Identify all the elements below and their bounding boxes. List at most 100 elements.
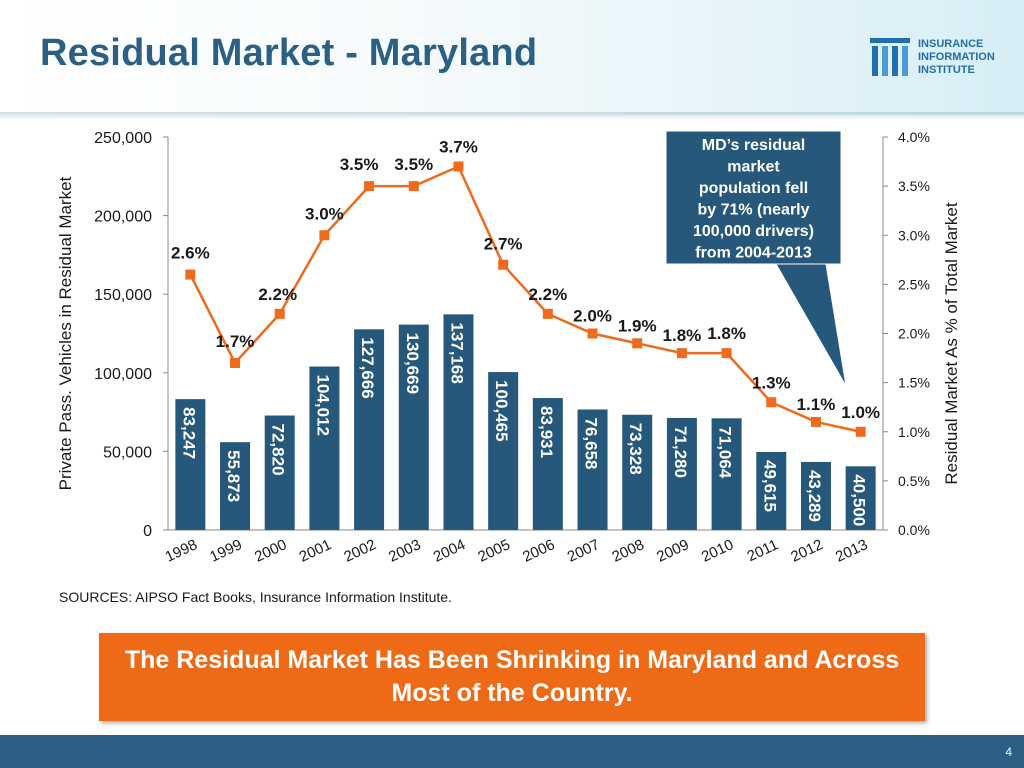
- share-data-label: 1.8%: [707, 324, 746, 343]
- share-marker: [676, 348, 687, 359]
- bar-2011: [756, 452, 787, 530]
- bar-value-label: 104,012: [313, 374, 332, 435]
- right-tick-label: 2.0%: [898, 326, 930, 342]
- bar-2012: [800, 461, 831, 530]
- share-marker: [810, 416, 821, 427]
- bar-1998: [175, 399, 206, 530]
- bar-value-label: 130,669: [403, 333, 422, 394]
- right-tick-label: 1.0%: [898, 424, 930, 440]
- left-tick-label: 200,000: [94, 209, 152, 226]
- right-axis-title: Residual Market As % of Total Market: [942, 202, 961, 484]
- share-data-label: 1.8%: [663, 326, 702, 345]
- share-marker: [319, 230, 330, 241]
- bar-value-label: 55,873: [224, 450, 243, 502]
- share-marker: [274, 308, 285, 319]
- bar-value-label: 83,247: [179, 407, 198, 459]
- bar-value-label: 76,658: [582, 417, 601, 469]
- share-data-label: 3.5%: [394, 155, 433, 174]
- share-marker: [230, 357, 241, 368]
- bar-value-label: 40,500: [850, 474, 869, 526]
- bar-value-label: 72,820: [269, 424, 288, 476]
- bar-2000: [264, 415, 295, 530]
- share-data-label: 1.0%: [841, 403, 880, 422]
- iii-logo-icon: [870, 38, 910, 76]
- right-tick-label: 1.5%: [898, 375, 930, 391]
- banner-text: The Residual Market Has Been Shrinking i…: [124, 646, 900, 707]
- share-data-label: 1.9%: [618, 316, 657, 335]
- share-data-label: 3.0%: [305, 204, 344, 223]
- sources-note: SOURCES: AIPSO Fact Books, Insurance Inf…: [59, 589, 452, 605]
- share-marker: [185, 269, 196, 280]
- logo-text: INSURANCE INFORMATION INSTITUTE: [918, 38, 995, 77]
- bar-2004: [443, 314, 474, 530]
- callout-box: [665, 130, 842, 265]
- left-tick-label: 250,000: [94, 130, 152, 147]
- bar-value-label: 43,289: [805, 470, 824, 522]
- logo-line: INFORMATION: [918, 51, 995, 63]
- x-tick-label: 2013: [833, 536, 870, 566]
- bar-2007: [577, 409, 608, 530]
- share-marker: [542, 308, 553, 319]
- share-data-label: 3.7%: [439, 137, 478, 156]
- share-marker: [408, 181, 419, 192]
- share-marker: [721, 348, 732, 359]
- share-data-label: 2.2%: [258, 285, 297, 304]
- share-marker: [453, 161, 464, 172]
- share-data-label: 1.7%: [216, 332, 255, 351]
- share-marker: [632, 338, 643, 349]
- x-tick-label: 2012: [788, 536, 825, 566]
- bar-value-label: 83,931: [537, 406, 556, 458]
- bar-value-label: 137,168: [447, 322, 466, 383]
- x-tick-label: 2007: [565, 536, 602, 566]
- footer-bar: 4: [0, 735, 1024, 768]
- share-marker: [364, 181, 375, 192]
- bar-value-label: 71,064: [716, 426, 735, 479]
- bar-2006: [532, 398, 563, 530]
- share-data-label: 2.6%: [171, 244, 210, 263]
- right-tick-label: 0.0%: [898, 522, 930, 538]
- share-data-label: 2.0%: [573, 307, 612, 326]
- share-data-label: 1.3%: [752, 373, 791, 392]
- bar-1999: [220, 442, 251, 530]
- callout-text-line: by 71% (nearly: [697, 202, 809, 219]
- header-divider: [0, 112, 1024, 120]
- x-tick-label: 2001: [297, 536, 334, 566]
- left-axis-title: Private Pass. Vehicles in Residual Marke…: [56, 176, 75, 490]
- x-tick-label: 1998: [163, 536, 200, 566]
- bar-2010: [711, 418, 742, 530]
- bar-value-label: 127,666: [358, 337, 377, 398]
- left-tick-label: 150,000: [94, 287, 152, 304]
- bar-value-label: 73,328: [626, 423, 645, 475]
- right-tick-label: 4.0%: [898, 129, 930, 145]
- bar-value-label: 49,615: [760, 460, 779, 512]
- bar-value-label: 71,280: [671, 426, 690, 478]
- left-tick-label: 100,000: [94, 366, 152, 383]
- logo-line: INSURANCE: [918, 38, 984, 50]
- right-tick-label: 3.0%: [898, 227, 930, 243]
- right-tick-label: 2.5%: [898, 276, 930, 292]
- x-tick-label: 2010: [699, 536, 736, 566]
- bar-value-label: 100,465: [492, 380, 511, 441]
- right-tick-label: 0.5%: [898, 473, 930, 489]
- header-band: [0, 0, 1024, 115]
- callout-text-line: market: [727, 159, 780, 176]
- callout-text-line: 100,000 drivers): [693, 223, 814, 240]
- bar-2013: [845, 466, 876, 530]
- x-tick-label: 2006: [520, 536, 557, 566]
- callout-text-line: MD’s residual: [702, 137, 805, 154]
- logo-line: INSTITUTE: [918, 64, 975, 76]
- page-number: 4: [1005, 745, 1012, 759]
- x-tick-label: 2005: [475, 536, 512, 566]
- bar-2001: [309, 366, 340, 530]
- left-tick-label: 0: [143, 523, 152, 540]
- bar-2002: [354, 329, 385, 530]
- bar-2008: [622, 414, 653, 530]
- callout-text-line: population fell: [699, 180, 808, 197]
- takeaway-banner: The Residual Market Has Been Shrinking i…: [99, 633, 925, 721]
- page-title: Residual Market - Maryland: [40, 32, 538, 74]
- iii-logo: INSURANCE INFORMATION INSTITUTE: [868, 36, 1018, 80]
- x-tick-label: 2003: [386, 536, 423, 566]
- residual-market-chart: 0 50,000 100,000 150,000 200,000 250,000 0.0% 0…: [56, 129, 961, 566]
- left-tick-label: 50,000: [103, 444, 152, 461]
- share-marker: [855, 426, 866, 437]
